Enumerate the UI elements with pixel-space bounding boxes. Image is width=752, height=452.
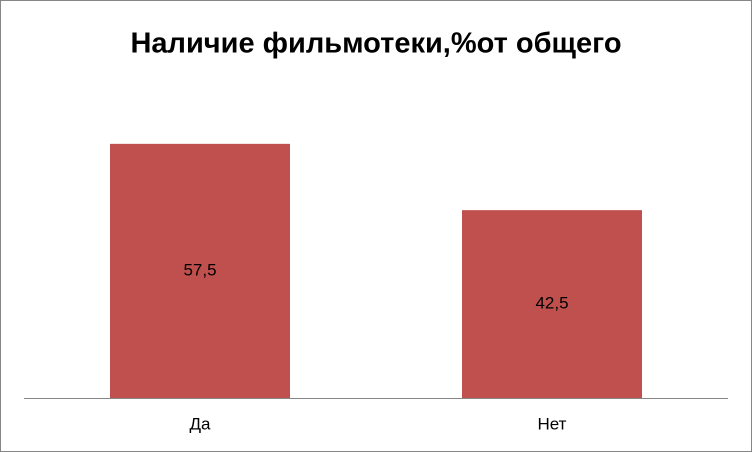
x-tick-label: Да bbox=[190, 414, 212, 433]
x-tick-label: Нет bbox=[538, 414, 567, 433]
bar bbox=[462, 210, 642, 398]
data-label: 57,5 bbox=[183, 260, 216, 279]
data-label: 42,5 bbox=[535, 294, 568, 313]
chart-title: Наличие фильмотеки,%от общего bbox=[130, 28, 621, 60]
bar bbox=[110, 143, 290, 398]
